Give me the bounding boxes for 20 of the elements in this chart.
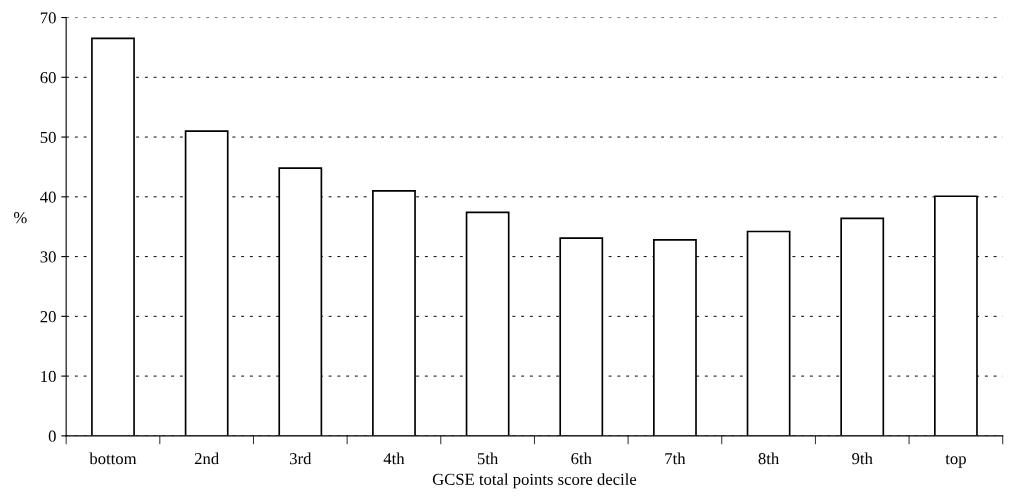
y-tick-label: 0 xyxy=(48,430,56,442)
x-tick-label: 8th xyxy=(758,452,780,465)
x-tick-label: 9th xyxy=(852,452,873,465)
x-tick-label: 4th xyxy=(383,452,405,465)
x-tick-label: 3rd xyxy=(290,452,312,465)
x-tick-label: 2nd xyxy=(194,452,219,465)
y-tick-label: 30 xyxy=(40,251,56,263)
y-tick-label: 50 xyxy=(40,131,56,144)
y-tick-label: 40 xyxy=(40,191,56,203)
x-tick-label: 6th xyxy=(571,452,592,465)
x-tick-label: bottom xyxy=(89,452,137,465)
y-axis-title: % xyxy=(13,212,27,224)
x-axis-title: GCSE total points score decile xyxy=(432,473,637,489)
y-tick-label: 10 xyxy=(41,370,56,383)
x-tick-label: 7th xyxy=(665,452,686,465)
y-tick-label: 70 xyxy=(40,12,56,24)
y-tick-label: 60 xyxy=(40,72,56,84)
x-tick-label: 5th xyxy=(477,452,499,465)
x-tick-label: top xyxy=(945,454,966,468)
y-tick-label: 20 xyxy=(40,311,56,323)
